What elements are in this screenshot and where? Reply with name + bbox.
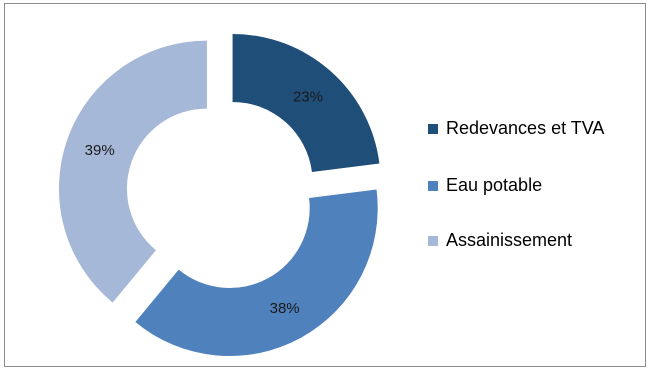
legend-swatch-eau-potable <box>428 181 438 191</box>
legend-label-redevances: Redevances et TVA <box>446 118 605 138</box>
legend-swatch-redevances <box>428 124 438 134</box>
slice-assainissement <box>58 40 207 303</box>
legend-item-redevances: Redevances et TVA <box>428 118 616 139</box>
legend-swatch-assainissement <box>428 236 438 246</box>
data-label-assainissement: 39% <box>85 142 115 159</box>
slice-redevances <box>232 33 380 172</box>
data-label-redevances: 23% <box>293 88 323 105</box>
legend-item-assainissement: Assainissement <box>428 230 616 251</box>
slice-eau-potable <box>135 189 378 357</box>
legend-item-eau-potable: Eau potable <box>428 175 616 196</box>
legend-label-eau-potable: Eau potable <box>446 175 543 195</box>
data-label-eau-potable: 38% <box>270 300 300 317</box>
legend-label-assainissement: Assainissement <box>446 230 573 250</box>
